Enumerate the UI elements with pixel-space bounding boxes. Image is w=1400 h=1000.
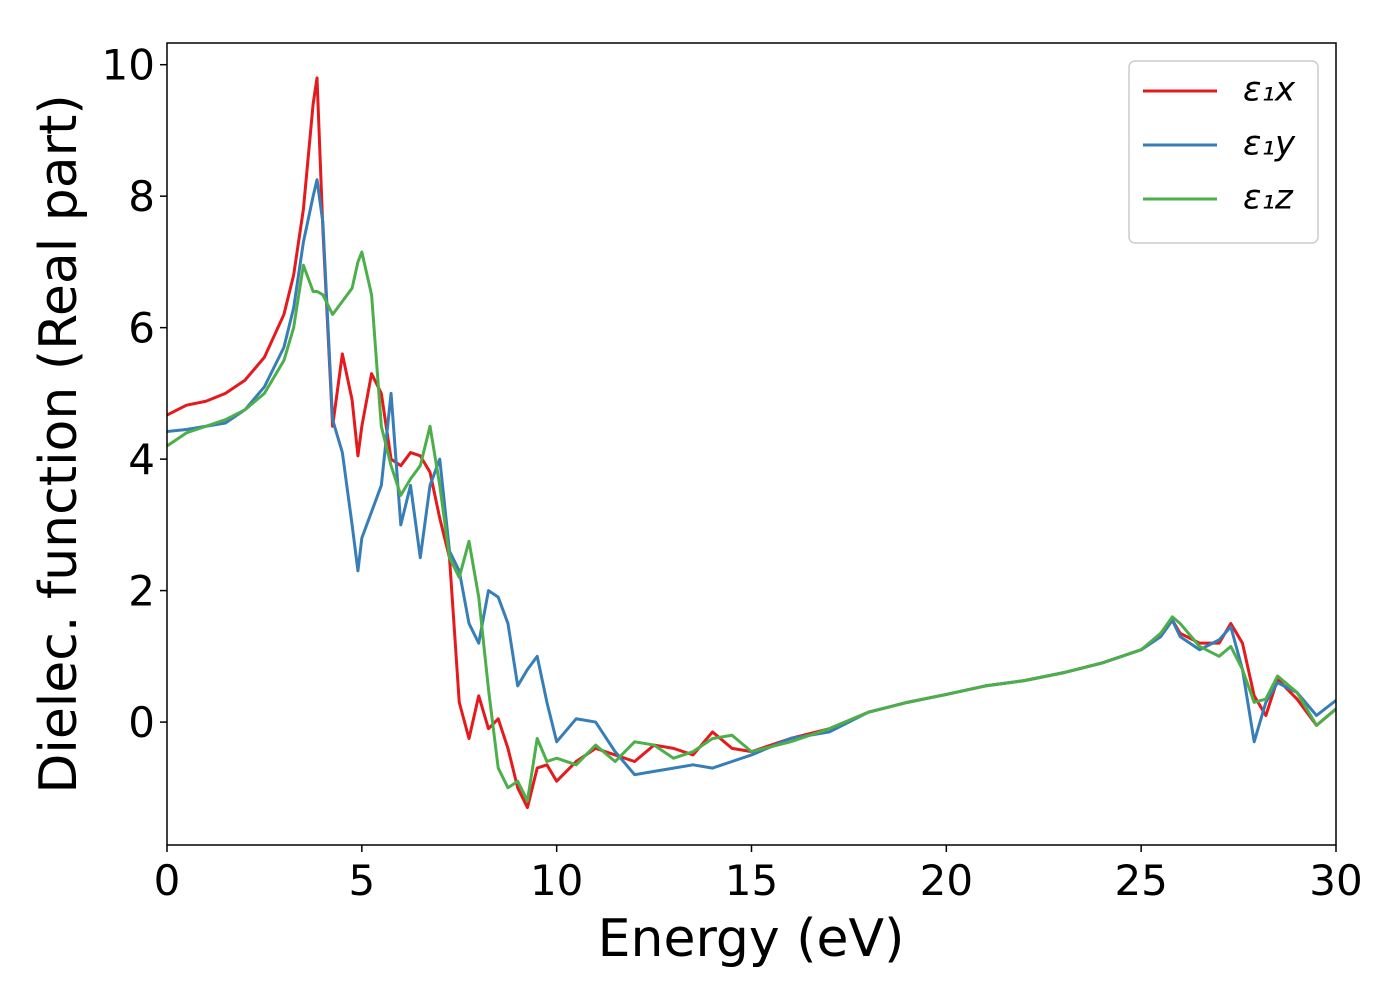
x-tick-label: 5: [348, 856, 375, 905]
y-tick-label: 10: [102, 41, 155, 90]
x-tick-label: 10: [530, 856, 583, 905]
y-tick-label: 2: [128, 567, 155, 616]
y-tick-label: 8: [128, 172, 155, 221]
x-tick-label: 20: [920, 856, 973, 905]
x-tick-label: 25: [1114, 856, 1167, 905]
line-series: [167, 250, 1336, 803]
legend-label: ε₁y: [1243, 124, 1296, 164]
y-tick-label: 4: [128, 435, 155, 484]
x-tick-label: 15: [725, 856, 778, 905]
legend-label: ε₁x: [1243, 70, 1296, 110]
x-tick-label: 30: [1309, 856, 1362, 905]
x-tick-label: 0: [154, 856, 181, 905]
y-tick-label: 6: [128, 304, 155, 353]
y-axis-label: Dielec. function (Real part): [29, 94, 89, 793]
y-tick-label: 0: [128, 698, 155, 747]
x-axis-label: Energy (eV): [598, 909, 905, 969]
plot-frame: [166, 42, 1337, 846]
legend-label: ε₁z: [1243, 178, 1294, 218]
line-series: [167, 178, 1336, 777]
